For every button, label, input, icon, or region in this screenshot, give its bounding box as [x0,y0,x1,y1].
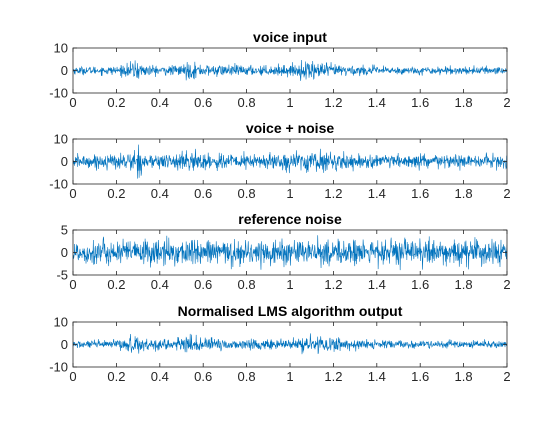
subplot-4: 0 0.2 0.4 0.6 0.8 1 1.2 1.4 1.6 1.8 2-10010Normali… [49,303,510,384]
x-tick-label: 1 [286,277,293,292]
y-tick-label: -5 [56,268,68,283]
x-tick-label: 1.8 [455,369,473,384]
x-tick-label: 1.2 [324,186,342,201]
x-tick-label: 0.2 [107,277,125,292]
x-tick-label: 1.8 [455,186,473,201]
y-tick-label: 5 [61,223,68,238]
x-tick-label: 0 [69,277,76,292]
plot-title: voice + noise [246,120,335,136]
x-tick-label: 0 [69,95,76,110]
y-tick-label: 0 [61,337,68,352]
x-tick-label: 1 [286,186,293,201]
series-line [73,59,507,81]
x-tick-label: 1.4 [368,369,386,384]
x-tick-label: 2 [503,95,510,110]
y-tick-label: 0 [61,63,68,78]
y-tick-label: 10 [54,132,68,147]
x-tick-label: 0.8 [238,277,256,292]
x-tick-label: 2 [503,369,510,384]
series-line [73,144,507,179]
x-tick-label: 1.6 [411,369,429,384]
x-tick-label: 1.6 [411,95,429,110]
x-tick-label: 0.4 [151,186,169,201]
x-tick-label: 0.8 [238,95,256,110]
x-tick-label: 0.2 [107,369,125,384]
subplot-3: 0 0.2 0.4 0.6 0.8 1 1.2 1.4 1.6 1.8 2-505reference… [56,211,510,292]
x-tick-label: 1 [286,95,293,110]
plot-title: voice input [253,29,327,45]
x-tick-label: 0.2 [107,95,125,110]
x-tick-label: 0 [69,369,76,384]
x-tick-label: 1.4 [368,95,386,110]
x-tick-label: 1.8 [455,95,473,110]
y-tick-label: -10 [49,86,68,101]
x-tick-label: 2 [503,277,510,292]
x-tick-label: 0.8 [238,186,256,201]
y-tick-label: 10 [54,41,68,56]
y-tick-label: -10 [49,177,68,192]
y-tick-label: 0 [61,154,68,169]
y-tick-label: 10 [54,315,68,330]
x-tick-label: 0.6 [194,186,212,201]
plot-title: reference noise [238,211,342,227]
x-tick-label: 1.6 [411,277,429,292]
x-tick-label: 0.4 [151,277,169,292]
x-tick-label: 1.6 [411,186,429,201]
plot-title: Normalised LMS algorithm output [178,303,403,319]
y-tick-label: 0 [61,245,68,260]
x-tick-label: 0.2 [107,186,125,201]
x-tick-label: 0.4 [151,95,169,110]
series-line [73,333,507,355]
x-tick-label: 1.2 [324,369,342,384]
x-tick-label: 1 [286,369,293,384]
x-tick-label: 1.8 [455,277,473,292]
x-tick-label: 0.6 [194,369,212,384]
x-tick-label: 0.8 [238,369,256,384]
x-tick-label: 2 [503,186,510,201]
x-tick-label: 0.6 [194,95,212,110]
x-tick-label: 0.6 [194,277,212,292]
y-tick-label: -10 [49,360,68,375]
x-tick-label: 1.2 [324,277,342,292]
x-tick-label: 0.4 [151,369,169,384]
x-tick-label: 0 [69,186,76,201]
x-tick-label: 1.4 [368,186,386,201]
x-tick-label: 1.2 [324,95,342,110]
series-line [73,235,507,271]
x-tick-label: 1.4 [368,277,386,292]
